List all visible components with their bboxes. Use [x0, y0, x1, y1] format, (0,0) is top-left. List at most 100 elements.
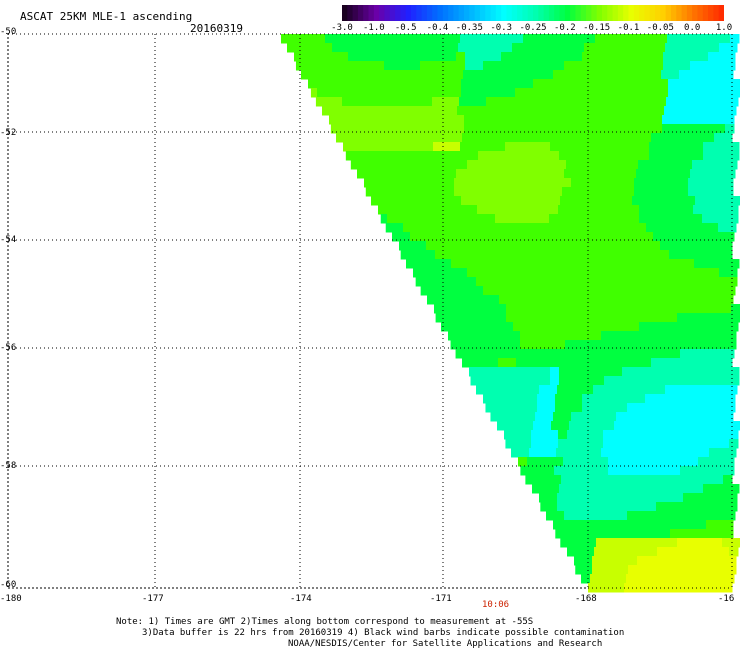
swath-cell: [407, 196, 417, 206]
swath-cell: [486, 322, 496, 332]
swath-cell: [515, 88, 525, 98]
swath-cell: [692, 43, 702, 53]
swath-cell: [536, 457, 546, 467]
swath-cell: [400, 178, 410, 188]
swath-cell: [435, 313, 446, 323]
swath-cell: [631, 259, 641, 269]
swath-cell: [522, 205, 532, 215]
swath-cell: [437, 232, 447, 242]
swath-cell: [698, 115, 708, 125]
swath-cell: [675, 214, 685, 224]
swath-cell: [598, 529, 608, 539]
swath-cell: [614, 79, 624, 89]
swath-cell: [474, 286, 484, 296]
swath-cell: [494, 385, 504, 395]
swath-cell: [525, 358, 535, 368]
swath-cell: [505, 142, 515, 152]
swath-cell: [560, 538, 570, 548]
swath-cell: [599, 457, 609, 467]
colorbar-tick: -0.05: [646, 23, 674, 33]
swath-cell: [706, 187, 716, 197]
swath-cell: [536, 124, 546, 134]
swath-cell: [578, 313, 588, 323]
swath-cell: [631, 34, 641, 44]
swath-cell: [691, 340, 701, 350]
swath-cell: [716, 232, 726, 242]
swath-cell: [594, 205, 604, 215]
swath-cell: [575, 493, 585, 503]
swath-cell: [383, 115, 393, 125]
swath-cell: [347, 124, 357, 134]
colorbar-swatch: [601, 5, 608, 21]
swath-cell: [365, 115, 375, 125]
swath-cell: [639, 322, 649, 332]
swath-cell: [540, 214, 550, 224]
swath-cell: [329, 115, 339, 125]
swath-cell: [405, 214, 415, 224]
swath-cell: [379, 151, 389, 161]
swath-cell: [519, 52, 529, 62]
swath-cell: [647, 160, 657, 170]
swath-cell: [584, 385, 594, 395]
swath-cell: [540, 97, 550, 107]
swath-cell: [569, 88, 579, 98]
swath-cell: [594, 547, 604, 557]
swath-cell: [719, 277, 729, 287]
swath-cell: [402, 52, 412, 62]
swath-cell: [679, 520, 689, 530]
swath-cell: [374, 115, 384, 125]
swath-cell: [545, 349, 555, 359]
swath-cell: [555, 52, 565, 62]
swath-cell: [730, 34, 740, 44]
swath-cell: [690, 52, 700, 62]
swath-cell: [419, 115, 429, 125]
swath-cell: [700, 106, 710, 116]
colorbar-swatch: [511, 5, 518, 21]
swath-cell: [287, 43, 297, 53]
swath-cell: [445, 178, 455, 188]
colorbar-tick: 1.0: [715, 23, 733, 33]
swath-cell: [542, 88, 552, 98]
swath-cell: [656, 502, 666, 512]
swath-cell: [582, 403, 592, 413]
swath-cell: [447, 61, 457, 71]
swath-cell: [682, 106, 692, 116]
swath-cell: [555, 403, 565, 413]
swath-cell: [568, 259, 578, 269]
swath-cell: [592, 340, 602, 350]
swath-cell: [647, 385, 657, 395]
swath-cell: [538, 448, 548, 458]
swath-cell: [506, 421, 516, 431]
swath-cell: [613, 376, 623, 386]
swath-cell: [538, 223, 548, 233]
swath-cell: [677, 88, 687, 98]
swath-cell: [704, 196, 714, 206]
colorbar-swatch: [453, 5, 460, 21]
swath-cell: [595, 367, 605, 377]
swath-cell: [647, 268, 657, 278]
swath-cell: [659, 538, 669, 548]
swath-cell: [691, 106, 701, 116]
swath-cell: [536, 349, 546, 359]
swath-cell: [531, 97, 541, 107]
swath-cell: [395, 43, 405, 53]
swath-cell: [725, 124, 735, 134]
swath-cell: [721, 151, 731, 161]
swath-cell: [710, 385, 720, 395]
swath-cell: [610, 565, 620, 575]
swath-cell: [617, 457, 627, 467]
swath-cell: [547, 340, 557, 350]
swath-cell: [600, 61, 610, 71]
swath-cell: [723, 475, 733, 485]
swath-cell: [704, 421, 714, 431]
swath-cell: [406, 259, 416, 269]
swath-cell: [646, 106, 656, 116]
swath-cell: [673, 556, 683, 566]
swath-cell: [619, 556, 629, 566]
swath-cell: [704, 538, 714, 548]
swath-cell: [726, 61, 736, 71]
colorbar-swatch: [697, 5, 704, 21]
swath-cell: [574, 448, 584, 458]
swath-cell: [580, 412, 590, 422]
swath-cell: [661, 178, 671, 188]
